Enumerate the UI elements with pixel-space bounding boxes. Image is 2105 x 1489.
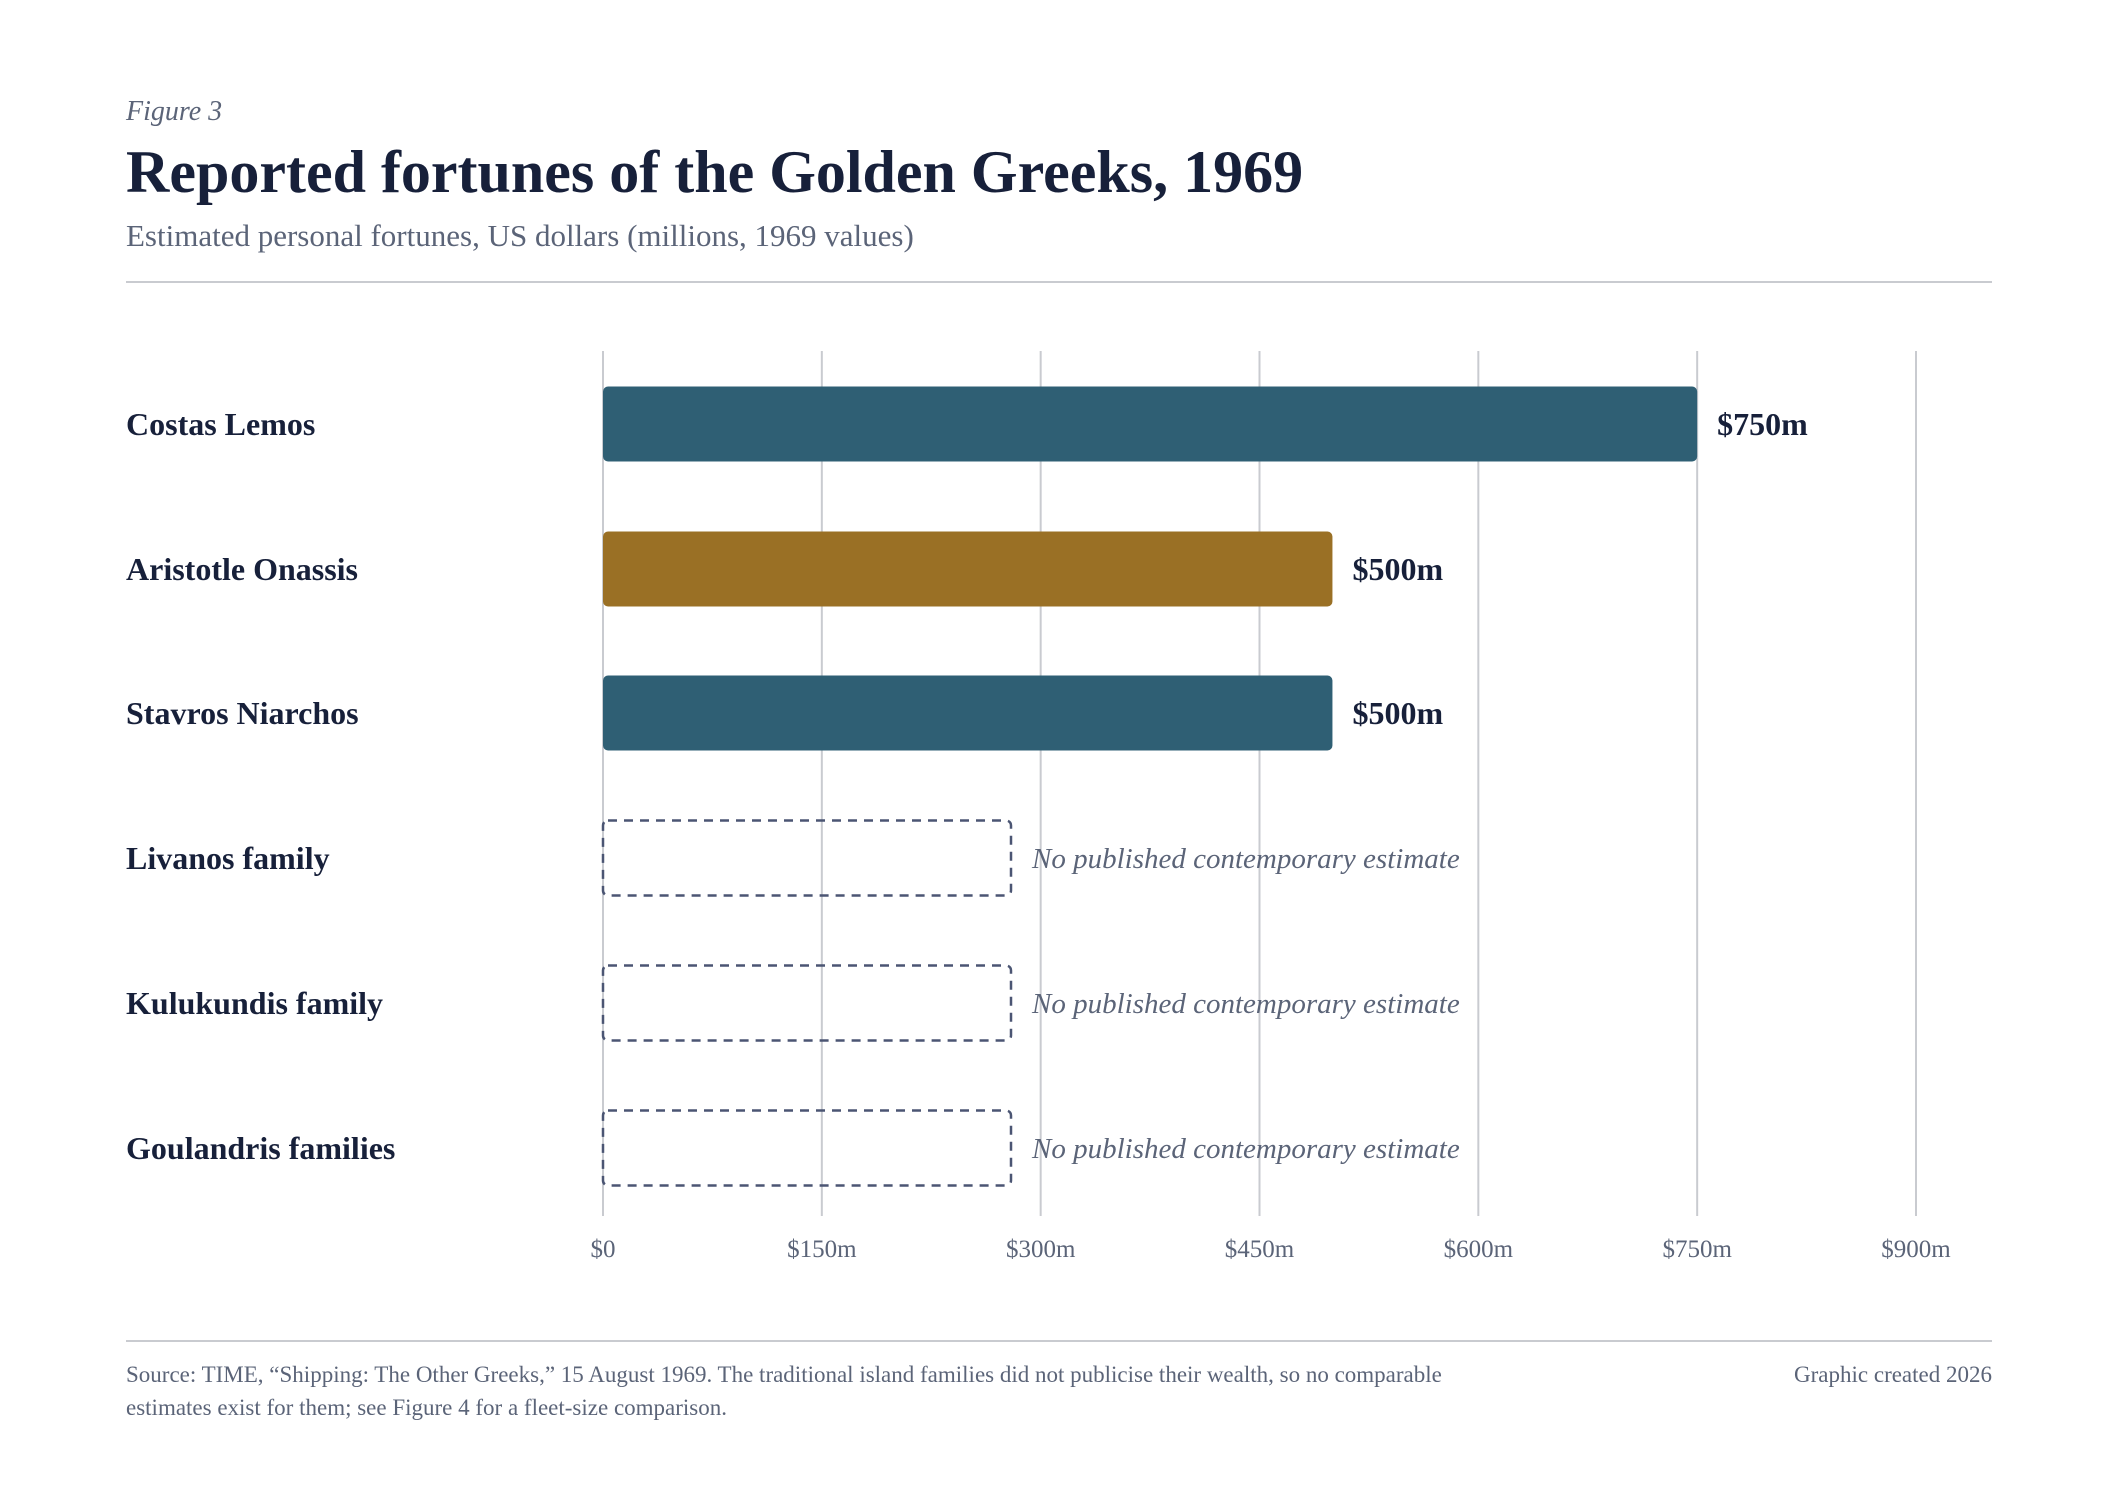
no-estimate-label: No published contemporary estimate (1031, 843, 1460, 875)
placeholder-bar (601, 964, 1013, 1042)
x-tick-label: $0 (591, 1236, 616, 1263)
source-note: Source: TIME, “Shipping: The Other Greek… (126, 1362, 1442, 1420)
bar (603, 675, 1333, 751)
x-tick-label: $600m (1444, 1236, 1514, 1263)
no-estimate-label: No published contemporary estimate (1031, 988, 1460, 1020)
x-tick-label: $750m (1662, 1236, 1732, 1263)
x-tick-label: $150m (787, 1236, 857, 1263)
category-label: Costas Lemos (126, 406, 315, 442)
figure-number: Figure 3 (126, 96, 223, 127)
bar (603, 531, 1333, 607)
value-label: $750m (1717, 406, 1808, 442)
placeholder-bar (601, 1109, 1013, 1187)
chart-subtitle: Estimated personal fortunes, US dollars … (126, 218, 914, 253)
bar (603, 386, 1698, 462)
value-label: $500m (1352, 695, 1443, 731)
graphic-credit: Graphic created 2026 (1794, 1362, 1992, 1387)
chart-title: Reported fortunes of the Golden Greeks, … (126, 139, 1304, 205)
bar-chart: $0 $150m $300m $450m $600m $750m $900m Costas L… (126, 351, 1951, 1263)
category-label: Goulandris families (126, 1130, 395, 1166)
category-label: Kulukundis family (126, 985, 383, 1021)
footer-divider (126, 1340, 1992, 1342)
header-divider (126, 281, 1992, 283)
category-label: Stavros Niarchos (126, 695, 359, 731)
category-label: Aristotle Onassis (126, 551, 358, 587)
no-estimate-label: No published contemporary estimate (1031, 1133, 1460, 1165)
value-label: $500m (1352, 551, 1443, 587)
x-tick-label: $300m (1006, 1236, 1076, 1263)
category-label: Livanos family (126, 840, 330, 876)
x-tick-label: $450m (1225, 1236, 1295, 1263)
x-tick-label: $900m (1881, 1236, 1951, 1263)
placeholder-bar (601, 819, 1013, 897)
